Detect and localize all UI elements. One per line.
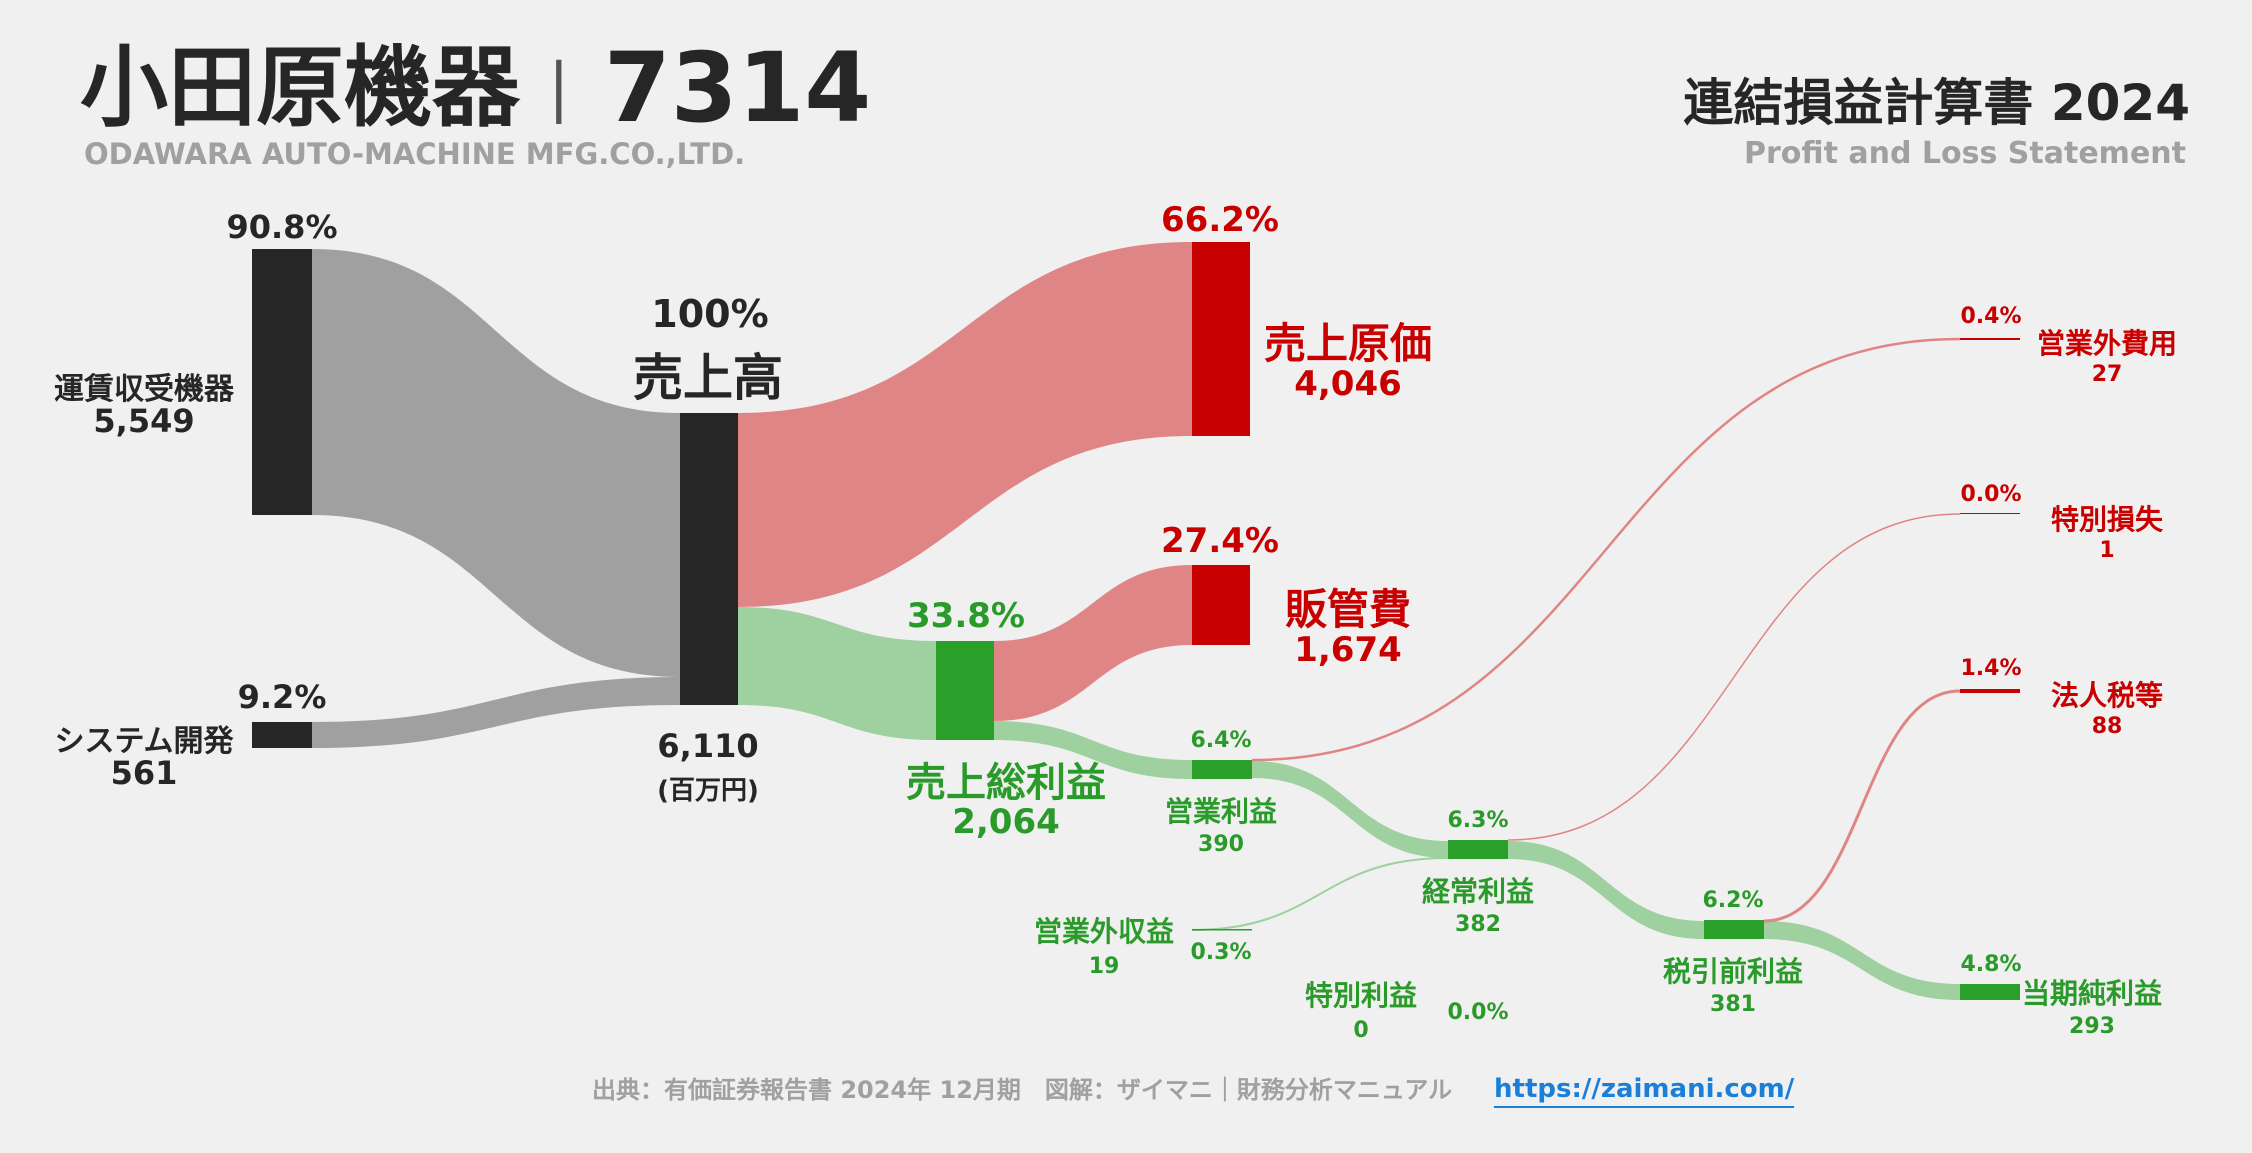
node-nonop-inc	[1192, 929, 1252, 931]
nonop-exp-value: 27	[2091, 362, 2123, 387]
node-gross	[936, 641, 994, 740]
revenue-value: 6,110	[657, 727, 759, 765]
node-sga	[1192, 565, 1250, 645]
cogs-value: 4,046	[1294, 364, 1402, 404]
statement-title: 連結損益計算書 2024	[1683, 74, 2190, 132]
ext-loss-value: 1	[2099, 538, 2115, 563]
footer-link[interactable]: https://zaimani.com/	[1494, 1072, 1795, 1108]
title-separator: |	[548, 51, 570, 125]
flow-gross-sga	[994, 565, 1192, 721]
system-pct: 9.2%	[237, 678, 327, 716]
flow-pretax-net	[1764, 921, 1960, 1000]
net-pct: 4.8%	[1960, 952, 2022, 977]
ordinary-value: 382	[1455, 912, 1501, 937]
node-revenue	[680, 413, 738, 705]
nonop-exp-name: 営業外費用	[2036, 327, 2178, 360]
gross-value: 2,064	[952, 802, 1060, 842]
flow-op-ordinary	[1252, 761, 1448, 858]
node-system	[252, 722, 312, 748]
unit-label: (百万円)	[657, 776, 759, 806]
node-unchin	[252, 249, 312, 515]
flow-pretax-tax	[1763, 689, 1961, 923]
ext-gain-pct: 0.0%	[1447, 1000, 1509, 1025]
nonop-inc-name: 営業外収益	[1033, 915, 1175, 948]
node-cogs	[1192, 242, 1250, 436]
pretax-name: 税引前利益	[1662, 955, 1804, 988]
system-value: 561	[110, 754, 178, 792]
flow-gross-op	[994, 721, 1192, 779]
sga-pct: 27.4%	[1161, 521, 1279, 561]
ordinary-name: 経常利益	[1421, 875, 1535, 908]
flow-ordinary-ext-loss	[1507, 513, 1961, 841]
gross-name: 売上総利益	[906, 760, 1106, 806]
node-ext-gain	[1448, 1015, 1508, 1016]
statement-title-en: Profit and Loss Statement	[1743, 136, 2186, 171]
net-name: 当期純利益	[2021, 977, 2163, 1010]
company-name-en: ODAWARA AUTO-MACHINE MFG.CO.,LTD.	[84, 137, 746, 171]
op-value: 390	[1198, 832, 1244, 857]
revenue-pct: 100%	[651, 292, 769, 336]
ext-gain-name: 特別利益	[1304, 979, 1418, 1012]
node-op	[1192, 760, 1252, 779]
ext-loss-name: 特別損失	[2050, 503, 2164, 536]
net-value: 293	[2069, 1014, 2115, 1039]
ext-loss-pct: 0.0%	[1960, 482, 2022, 507]
tax-name: 法人税等	[2050, 679, 2164, 712]
system-name: システム開発	[54, 724, 234, 759]
flow-nonop-inc-ordinary	[1191, 857, 1449, 931]
flow-revenue-cogs	[738, 242, 1192, 607]
node-ext-loss	[1960, 513, 2020, 514]
stock-code: 7314	[604, 32, 872, 144]
nonop-inc-value: 19	[1088, 954, 1120, 979]
pretax-value: 381	[1710, 992, 1756, 1017]
nonop-exp-pct: 0.4%	[1960, 304, 2022, 329]
ext-gain-value: 0	[1353, 1018, 1369, 1043]
footer-source: 出典：有価証券報告書 2024年 12月期 図解：ザイマニ｜財務分析マニュアル	[592, 1076, 1453, 1104]
nonop-inc-pct: 0.3%	[1190, 940, 1252, 965]
revenue-name: 売上高	[633, 349, 783, 407]
node-net	[1960, 984, 2020, 1000]
tax-pct: 1.4%	[1960, 656, 2022, 681]
sga-value: 1,674	[1294, 630, 1402, 670]
op-pct: 6.4%	[1190, 728, 1252, 753]
flow-system-revenue	[312, 677, 680, 748]
node-ordinary	[1448, 840, 1508, 859]
node-nonop-exp	[1960, 338, 2020, 340]
flow-revenue-gross	[738, 607, 936, 740]
cogs-name: 売上原価	[1263, 319, 1433, 368]
sga-name: 販管費	[1284, 585, 1412, 634]
node-tax	[1960, 689, 2020, 693]
unchin-name: 運賃収受機器	[54, 372, 234, 407]
cogs-pct: 66.2%	[1161, 200, 1279, 240]
unchin-value: 5,549	[93, 402, 195, 440]
flow-op-nonop-exp	[1251, 337, 1961, 762]
company-name: 小田原機器	[80, 36, 521, 139]
gross-pct: 33.8%	[907, 596, 1025, 636]
flow-unchin-revenue	[312, 249, 680, 677]
tax-value: 88	[2091, 714, 2123, 739]
unchin-pct: 90.8%	[226, 208, 338, 246]
op-name: 営業利益	[1164, 795, 1278, 828]
flow-ordinary-pretax	[1508, 841, 1704, 939]
ordinary-pct: 6.3%	[1447, 808, 1509, 833]
node-pretax	[1704, 920, 1764, 939]
pretax-pct: 6.2%	[1702, 888, 1764, 913]
